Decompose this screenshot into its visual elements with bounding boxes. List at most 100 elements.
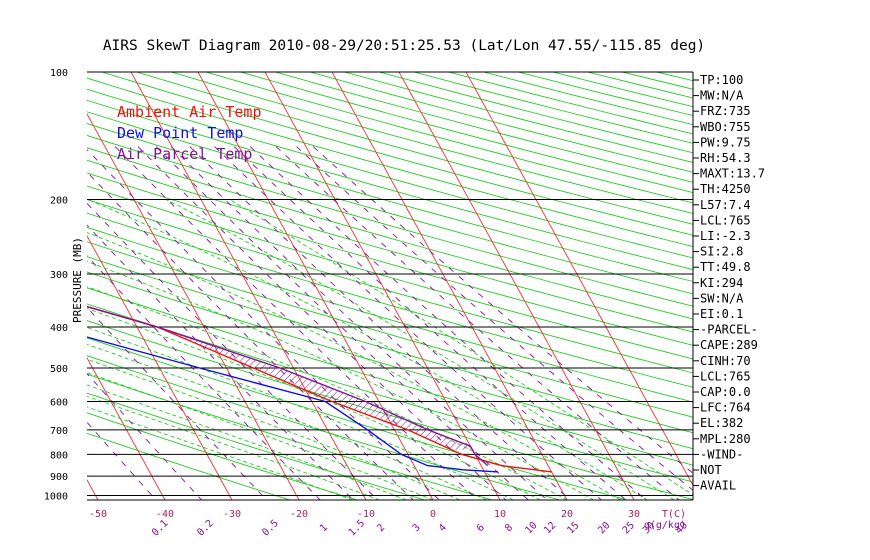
moist-adiabat-line	[165, 199, 675, 500]
dry-adiabat-line	[87, 392, 425, 500]
index-value: NOT	[700, 463, 722, 477]
index-value: MPL:280	[700, 432, 751, 446]
dry-adiabat-line	[830, 72, 870, 500]
mixing-ratio-line	[296, 146, 693, 491]
dry-adiabat-line	[87, 256, 693, 434]
profile-lines	[87, 305, 552, 473]
dry-adiabat-line	[87, 412, 358, 500]
temp-tick-label-bottom: 0	[430, 509, 436, 520]
temp-tick-label-bottom: 20	[561, 509, 573, 520]
series-line	[87, 305, 489, 467]
mixing-ratio-tick-label: 1.5	[347, 518, 368, 539]
mixing-ratio-line	[214, 146, 602, 500]
moist-adiabat-line	[87, 231, 621, 500]
pressure-tick-label: 1000	[44, 491, 68, 502]
mixing-ratio-line	[87, 306, 268, 500]
moist-adiabat-line	[87, 286, 568, 500]
dry-adiabat-line	[87, 123, 693, 295]
index-value: EL:382	[700, 416, 743, 430]
index-value: LCL:765	[700, 213, 751, 227]
y-axis-label: PRESSURE (MB)	[71, 237, 84, 323]
dry-adiabat-line	[87, 99, 693, 271]
mixing-ratio-line	[87, 421, 157, 500]
temp-tick-label-bottom: -40	[156, 509, 174, 520]
index-value: WBO:755	[700, 120, 751, 134]
mixing-ratio-tick-label: 20	[596, 520, 612, 536]
mixing-ratio-line	[137, 146, 507, 500]
index-value: -PARCEL-	[700, 323, 758, 337]
dry-adiabats	[87, 72, 870, 500]
moist-adiabat-line	[87, 343, 487, 500]
mixing-ratio-tick-label: 4	[437, 522, 449, 534]
index-value: TT:49.8	[700, 260, 751, 274]
dry-adiabat-line	[87, 287, 693, 466]
index-value: TP:100	[700, 73, 743, 87]
pressure-tick-label: 200	[50, 195, 68, 206]
dry-adiabat-line	[413, 72, 693, 144]
index-value: -WIND-	[700, 447, 743, 461]
temp-tick-label-bottom: 10	[494, 509, 506, 520]
isotherm-line	[0, 72, 31, 500]
dry-adiabat-line	[87, 337, 628, 500]
mixing-ratio-line	[114, 146, 479, 500]
legend: Ambient Air Temp Dew Point Temp Air Parcel…	[117, 103, 262, 163]
legend-entry: Dew Point Temp	[117, 124, 243, 142]
mixing-ratio-line	[87, 255, 321, 500]
pressure-tick-label: 100	[50, 68, 68, 79]
mixing-ratio-tick-label: 8	[503, 522, 515, 534]
mixing-ratio-line	[87, 202, 378, 500]
index-value: LCL:765	[700, 369, 751, 383]
dry-adiabat-line	[136, 72, 693, 225]
dry-adiabat-line	[87, 226, 693, 403]
index-value: SI:2.8	[700, 245, 743, 259]
moist-adiabats	[87, 199, 693, 500]
pressure-tick-label: 500	[50, 364, 68, 375]
series-line	[87, 305, 552, 473]
dry-adiabat-line	[87, 432, 290, 500]
mixing-ratio-tick-label: 1	[318, 522, 330, 534]
dry-adiabat-line	[309, 72, 693, 173]
cape-area	[157, 326, 473, 450]
moist-adiabat-line	[87, 358, 460, 500]
dry-adiabat-line	[87, 271, 693, 450]
mixing-ratio-line	[87, 372, 202, 500]
mixing-ratio-tick-label: 6	[475, 522, 487, 534]
index-value: TH:4250	[700, 182, 751, 196]
dry-adiabat-line	[87, 77, 693, 248]
pressure-tick-label: 300	[50, 270, 68, 281]
dry-adiabat-line	[87, 172, 693, 346]
mixing-ratio-tick-label: 0.5	[260, 518, 281, 539]
mixing-ratio-line	[275, 146, 680, 500]
dry-adiabat-line	[87, 373, 493, 500]
dry-adiabat-line	[796, 72, 870, 500]
legend-entry: Ambient Air Temp	[117, 103, 262, 121]
mixing-ratio-tick-label: 12	[542, 520, 558, 536]
series-line	[87, 336, 499, 473]
isotherm-line	[130, 72, 367, 500]
dry-adiabat-line	[761, 72, 870, 500]
dry-adiabat-line	[87, 199, 693, 374]
temp-tick-label-bottom: -10	[357, 509, 375, 520]
index-value: PW:9.75	[700, 135, 751, 149]
mixing-ratio-line	[170, 146, 548, 500]
mixing-ratio-tick-label: 15	[565, 520, 581, 536]
mixing-ratio-tick-label: 0.2	[195, 518, 216, 539]
temp-tick-label-bottom: -20	[290, 509, 308, 520]
moist-adiabat-line	[87, 199, 648, 500]
index-value: L57:7.4	[700, 198, 751, 212]
mixing-ratio-unit-label: q(g/kg)	[644, 520, 686, 531]
dry-adiabat-line	[379, 72, 693, 154]
mixing-ratio-tick-label: 2	[375, 522, 387, 534]
index-value: MAXT:13.7	[700, 167, 765, 181]
index-value: FRZ:735	[700, 104, 751, 118]
mixing-ratio-tick-label: 25	[621, 520, 637, 536]
temp-unit-label: T(C)	[662, 509, 686, 520]
dry-adiabat-line	[87, 135, 693, 307]
dry-adiabat-line	[87, 88, 693, 259]
index-value: CAPE:289	[700, 338, 758, 352]
index-value: MW:N/A	[700, 89, 744, 103]
dry-adiabat-line	[87, 185, 693, 360]
temp-tick-label-bottom: -50	[89, 509, 107, 520]
